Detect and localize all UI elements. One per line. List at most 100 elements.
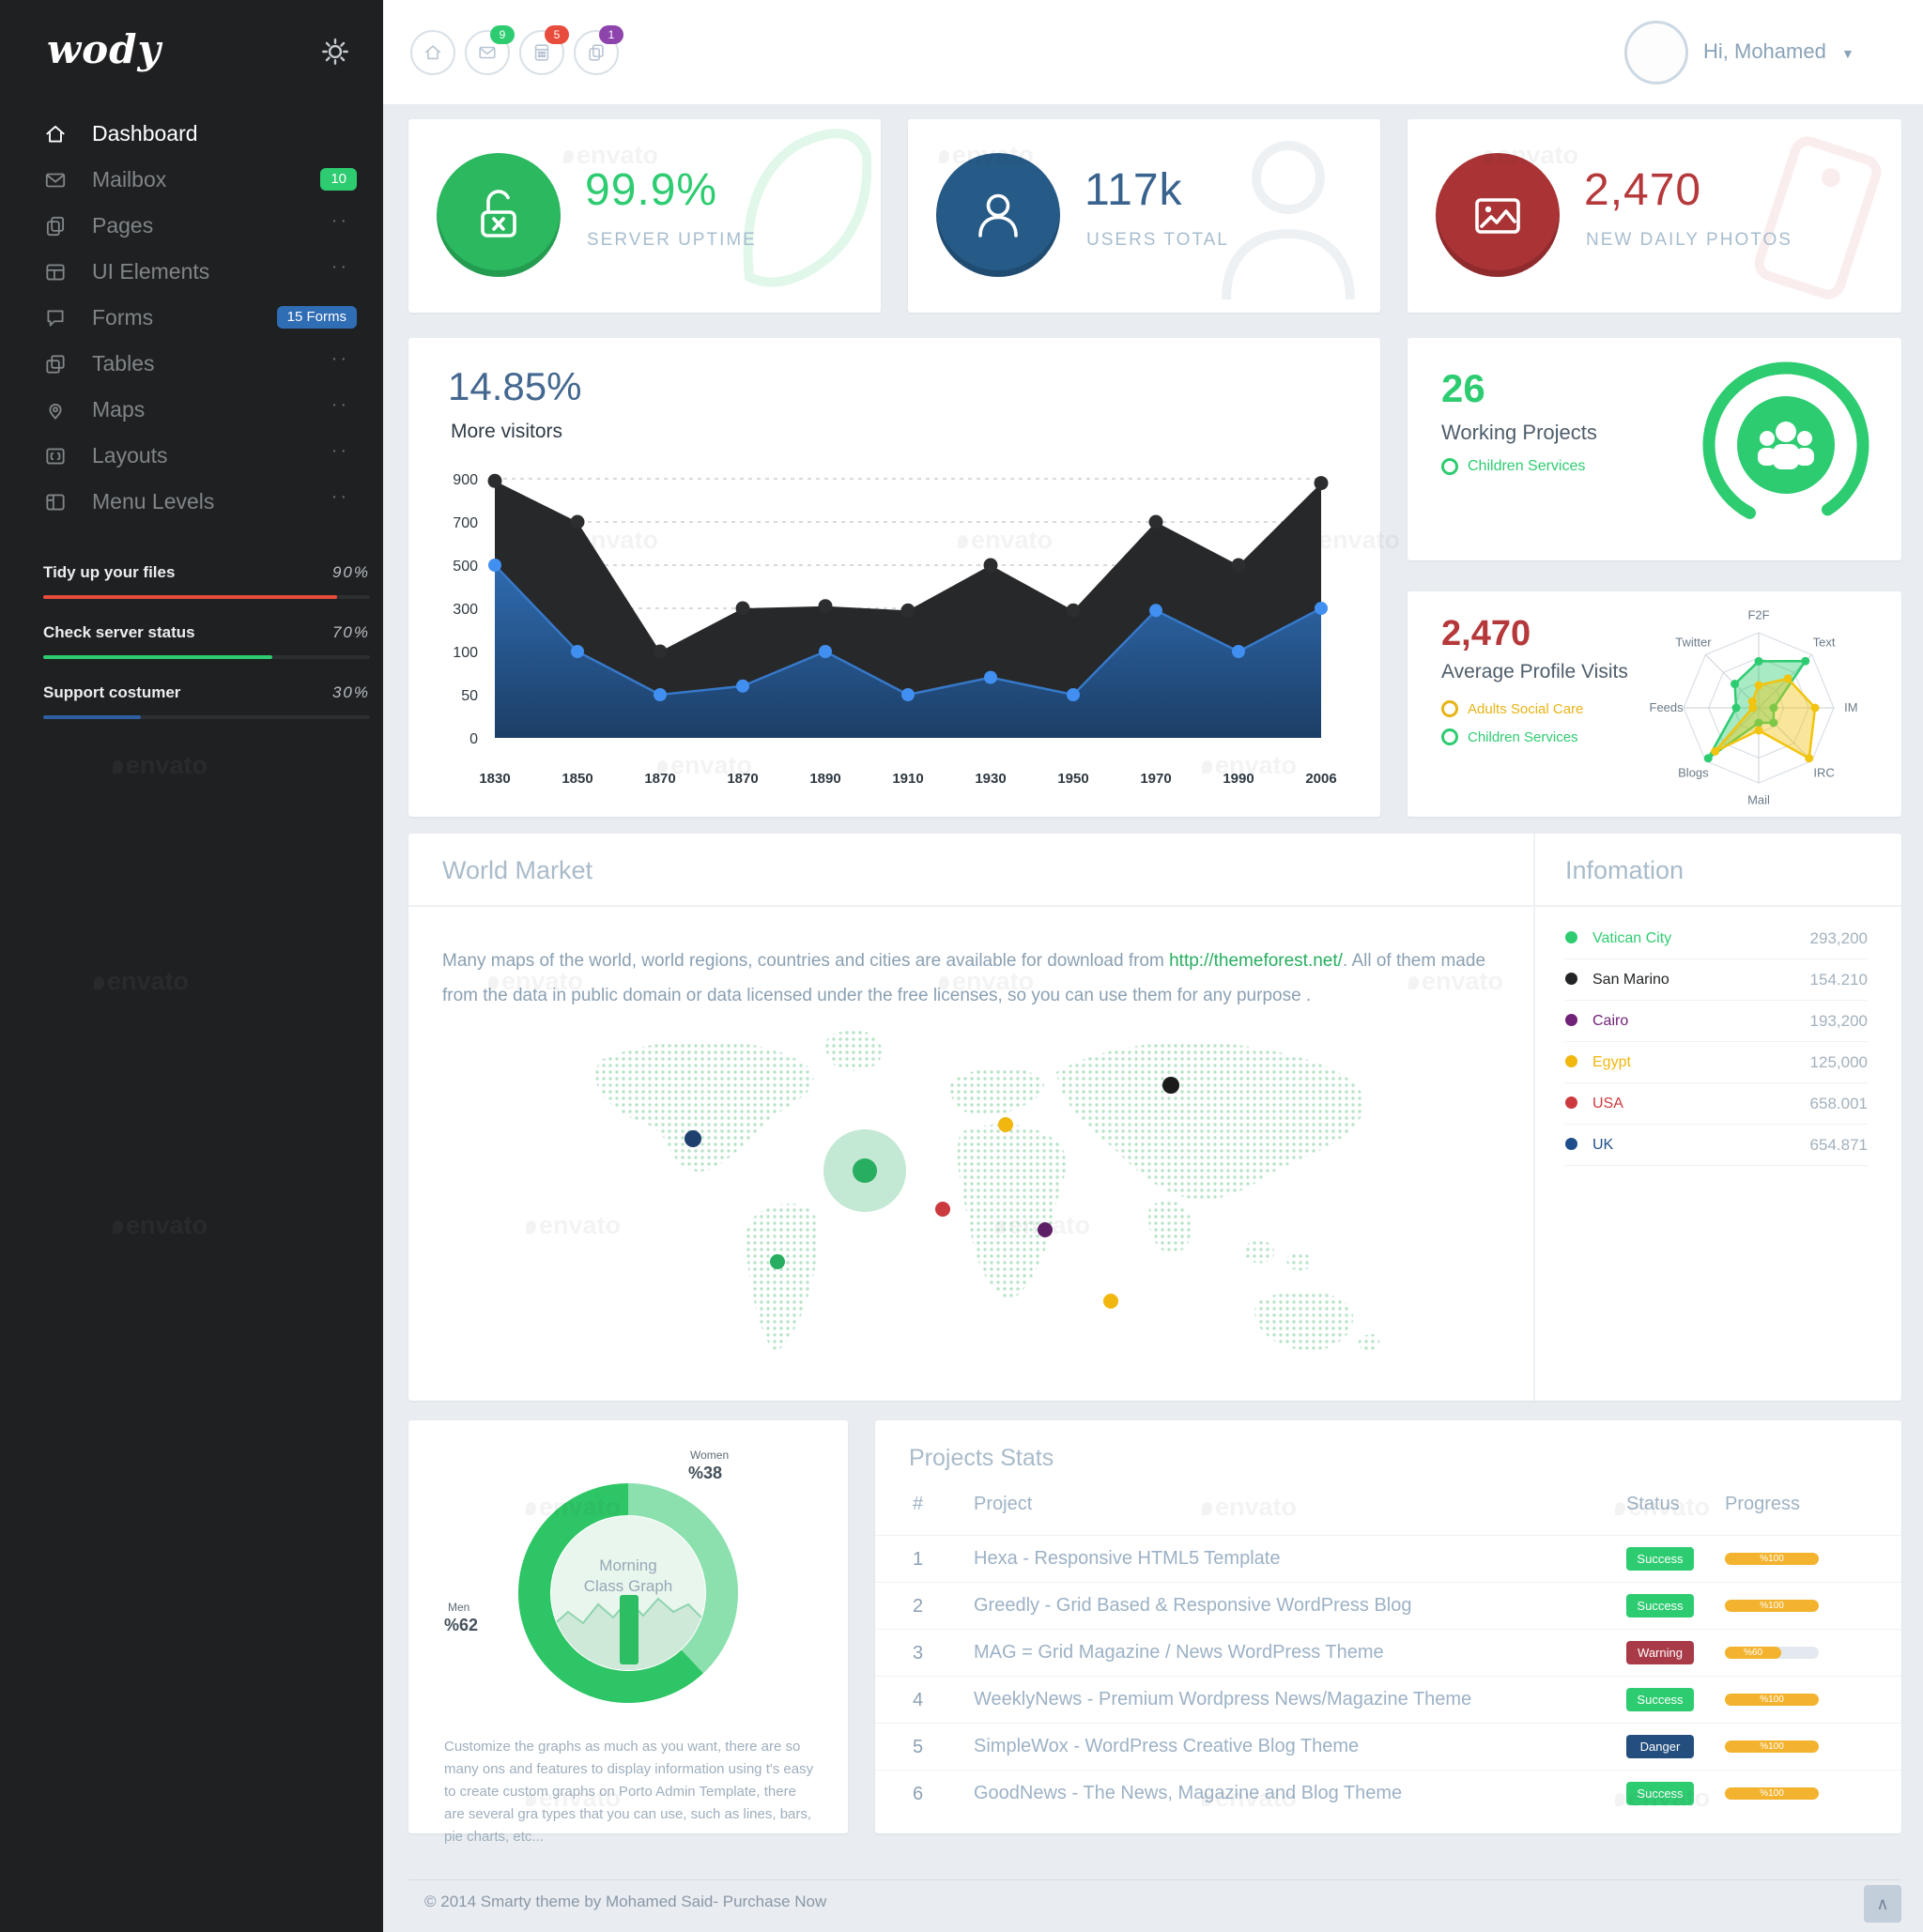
- topbar: 9 5 1 Hi, Mohamed ▼: [383, 0, 1923, 105]
- sidebar-item-mailbox[interactable]: Mailbox 10: [0, 157, 383, 203]
- stat-card-photos: 2,470 NEW DAILY PHOTOS: [1408, 119, 1901, 313]
- sidebar-item-layouts[interactable]: Layouts ··: [0, 433, 383, 479]
- progress-bar: %100: [1725, 1553, 1819, 1565]
- sidebar-item-maps[interactable]: Maps ··: [0, 387, 383, 433]
- table-row: 2 Greedly - Grid Based & Responsive WordP…: [875, 1582, 1901, 1630]
- table-row: 6 GoodNews - The News, Magazine and Blog …: [875, 1770, 1901, 1817]
- svg-text:Class Graph: Class Graph: [584, 1577, 672, 1595]
- world-market-card: World Market Many maps of the world, wor…: [408, 834, 1901, 1401]
- svg-text:500: 500: [453, 559, 478, 575]
- sidebar-item-forms[interactable]: Forms 15 Forms: [0, 295, 383, 341]
- working-projects-value: 26: [1441, 366, 1485, 410]
- sidebar-item-dashboard[interactable]: Dashboard: [0, 111, 383, 157]
- collapse-dots-icon: ··: [331, 256, 349, 277]
- svg-text:0: 0: [469, 731, 478, 747]
- user-icon: [936, 153, 1060, 277]
- information-title: Infomation: [1565, 856, 1685, 884]
- app-logo: wody: [47, 26, 162, 72]
- stat-card-uptime: 99.9% SERVER UPTIME: [408, 119, 881, 313]
- progress-fill: %100: [1725, 1787, 1819, 1800]
- user-menu[interactable]: Hi, Mohamed ▼: [1703, 39, 1854, 64]
- country-value: 293,200: [1809, 929, 1868, 947]
- sidebar-item-label: Mailbox: [92, 167, 167, 192]
- country-name: Egypt: [1592, 1054, 1631, 1070]
- legend-label: Children Services: [1468, 728, 1578, 745]
- working-projects-label: Working Projects: [1441, 421, 1597, 444]
- projects-stats-card: Projects Stats # Project Status Progress…: [875, 1420, 1901, 1833]
- visitors-headline: 14.85%: [448, 364, 582, 408]
- sidebar-item-tables[interactable]: Tables ··: [0, 341, 383, 387]
- sidebar-item-label: Dashboard: [92, 121, 198, 146]
- morning-graph-card: Morning Class Graph Women %38 Men %62 Cus…: [408, 1420, 848, 1845]
- sidebar-item-pages[interactable]: Pages ··: [0, 203, 383, 249]
- layouts-icon: [43, 442, 71, 470]
- col-num: #: [913, 1494, 924, 1514]
- country-value: 154.210: [1809, 971, 1868, 989]
- svg-text:1990: 1990: [1223, 771, 1254, 787]
- legend-item: Children Services: [1441, 728, 1578, 745]
- task-percent: 90%: [331, 563, 370, 581]
- country-dot-icon: [1565, 1014, 1577, 1026]
- col-progress: Progress: [1725, 1494, 1801, 1514]
- donut-label-small: Men: [448, 1601, 470, 1614]
- user-greeting: Hi, Mohamed: [1703, 39, 1826, 63]
- status-badge: Warning: [1626, 1641, 1694, 1664]
- row-number: 2: [913, 1596, 924, 1617]
- sidebar-item-label: Maps: [92, 397, 146, 422]
- mail-button[interactable]: 9: [465, 25, 515, 75]
- themeforest-link[interactable]: http://themeforest.net/: [1169, 951, 1343, 971]
- info-list-item: Egypt 125,000: [1565, 1042, 1868, 1083]
- people-icon: [1758, 422, 1814, 469]
- sidebar-item-label: Pages: [92, 213, 154, 238]
- sidebar-item-label: Menu Levels: [92, 489, 215, 514]
- footer-text: © 2014 Smarty theme by Mohamed Said- Pur…: [424, 1893, 827, 1910]
- svg-text:Text: Text: [1813, 635, 1836, 649]
- row-number: 5: [913, 1737, 924, 1757]
- progress-bar: %100: [1725, 1740, 1819, 1753]
- status-badge: Success: [1626, 1594, 1694, 1618]
- sidebar-item-label: UI Elements: [92, 259, 210, 284]
- stat-label: NEW DAILY PHOTOS: [1586, 230, 1792, 250]
- text: Many maps of the world, world regions, c…: [442, 951, 1170, 971]
- task-progress-tidy-up-your-files: Tidy up your files 90%: [43, 563, 370, 599]
- person-watermark: [1222, 141, 1355, 300]
- sidebar-item-ui-elements[interactable]: UI Elements ··: [0, 249, 383, 295]
- progress-fill: [43, 655, 272, 659]
- visitors-subtitle: More visitors: [451, 421, 563, 442]
- legend-item: Adults Social Care: [1441, 700, 1583, 717]
- task-percent: 70%: [331, 623, 370, 641]
- avatar[interactable]: [1624, 21, 1688, 84]
- progress-bar: %100: [1725, 1787, 1819, 1800]
- gear-icon[interactable]: [319, 36, 351, 68]
- leaf-watermark: [743, 129, 871, 287]
- task-label: Tidy up your files: [43, 563, 176, 581]
- svg-text:1850: 1850: [562, 771, 592, 787]
- sidebar-item-menu-levels[interactable]: Menu Levels ··: [0, 479, 383, 525]
- svg-text:50: 50: [461, 688, 478, 704]
- info-list-item: San Marino 154.210: [1565, 959, 1868, 1001]
- donut-label-small: Women: [690, 1449, 730, 1462]
- back-to-top-button[interactable]: ∧: [1864, 1885, 1901, 1923]
- legend-dot-icon: [1441, 458, 1458, 475]
- legend-dot-icon: [1441, 700, 1458, 717]
- progress-bar: %60: [1725, 1647, 1819, 1659]
- task-progress-check-server-status: Check server status 70%: [43, 623, 370, 659]
- row-number: 6: [913, 1784, 924, 1804]
- progress-track: [43, 595, 370, 599]
- sidebar-tasks: Tidy up your files 90% Check server status…: [15, 563, 370, 744]
- copy-button[interactable]: 1: [574, 25, 623, 75]
- stat-card-users: 117k USERS TOTAL: [908, 119, 1380, 313]
- calculator-button[interactable]: 5: [519, 25, 569, 75]
- status-badge: Success: [1626, 1782, 1694, 1805]
- home-button[interactable]: [410, 30, 455, 75]
- progress-bar: %100: [1725, 1694, 1819, 1706]
- profile-visits-label: Average Profile Visits: [1441, 661, 1628, 682]
- svg-text:1870: 1870: [727, 771, 758, 787]
- country-name: Vatican City: [1592, 930, 1672, 946]
- profile-visits-radar-chart: F2F Text IM IRC Mail Blogs Feeds Twitter: [1650, 608, 1858, 807]
- profile-visits-card: 2,470 Average Profile Visits Adults Soci…: [1408, 591, 1901, 817]
- svg-text:300: 300: [453, 602, 478, 618]
- progress-fill: %60: [1725, 1647, 1781, 1659]
